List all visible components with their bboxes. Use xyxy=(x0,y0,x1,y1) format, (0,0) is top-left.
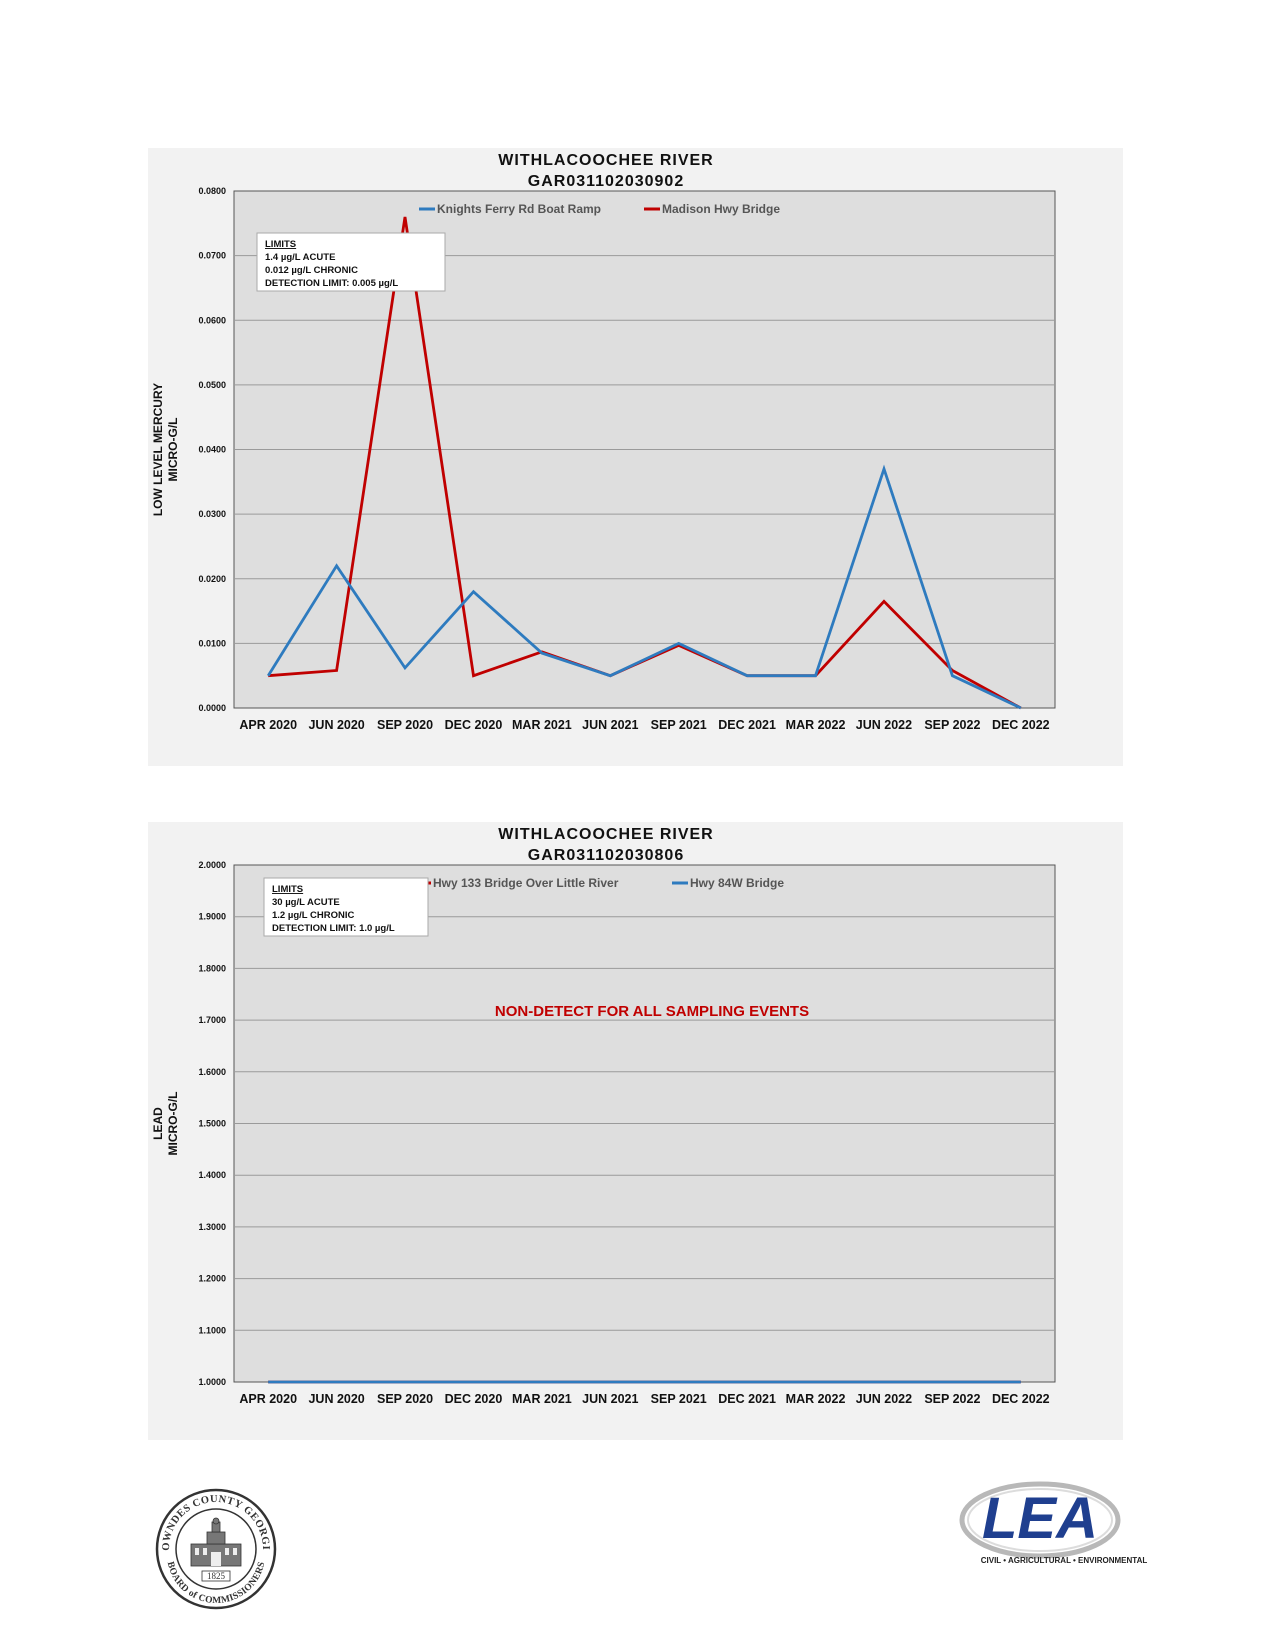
x-tick-label: SEP 2022 xyxy=(924,718,980,732)
limits-line: DETECTION LIMIT: 1.0 µg/L xyxy=(272,923,395,934)
y-axis-label: LEAD xyxy=(151,1107,165,1140)
series-line-1 xyxy=(267,464,1022,710)
x-tick-label: MAR 2022 xyxy=(786,1392,846,1406)
y-tick-label: 0.0000 xyxy=(198,703,226,713)
y-axis-unit-label: MICRO-G/L xyxy=(166,418,180,482)
y-tick-label: 0.0300 xyxy=(198,509,226,519)
legend-label: Madison Hwy Bridge xyxy=(662,202,780,216)
y-tick-label: 1.1000 xyxy=(198,1325,226,1335)
x-tick-label: MAR 2021 xyxy=(512,718,572,732)
x-tick-label: DEC 2020 xyxy=(445,1392,503,1406)
y-tick-label: 1.6000 xyxy=(198,1067,226,1077)
limits-line: 30 µg/L ACUTE xyxy=(272,897,340,908)
y-axis-unit-label: MICRO-G/L xyxy=(166,1092,180,1156)
x-tick-label: DEC 2022 xyxy=(992,718,1050,732)
chart-subtitle: GAR031102030902 xyxy=(528,173,684,190)
y-axis-label: LOW LEVEL MERCURY xyxy=(151,383,165,516)
lea-logo-icon: LEA CIVIL • AGRICULTURAL • ENVIRONMENTAL xyxy=(959,1481,1148,1565)
y-tick-label: 1.0000 xyxy=(198,1377,226,1387)
chart-title: WITHLACOOCHEE RIVER xyxy=(498,152,713,169)
limits-line: 0.012 µg/L CHRONIC xyxy=(265,265,358,276)
limits-box xyxy=(256,232,446,292)
y-tick-label: 0.0100 xyxy=(198,638,226,648)
x-tick-label: DEC 2020 xyxy=(445,718,503,732)
x-tick-label: SEP 2021 xyxy=(651,1392,707,1406)
x-tick-label: DEC 2021 xyxy=(718,718,776,732)
lead-chart-panel: 1.0000 1.1000 1.2000 1.3000 1.4000 1.5000 1.60… xyxy=(148,822,1123,1440)
y-tick-label: 1.5000 xyxy=(198,1119,226,1129)
x-tick-label: SEP 2020 xyxy=(377,718,433,732)
non-detect-annotation: NON-DETECT FOR ALL SAMPLING EVENTS xyxy=(495,1003,809,1020)
limits-heading: LIMITS xyxy=(272,884,303,895)
y-tick-label: 1.8000 xyxy=(198,963,226,973)
x-tick-label: APR 2020 xyxy=(239,718,297,732)
x-tick-label: JUN 2021 xyxy=(582,1392,638,1406)
chart-subtitle: GAR031102030806 xyxy=(528,847,684,864)
x-tick-label: DEC 2021 xyxy=(718,1392,776,1406)
x-tick-label: MAR 2021 xyxy=(512,1392,572,1406)
y-tick-label: 1.2000 xyxy=(198,1274,226,1284)
y-tick-label: 0.0600 xyxy=(198,315,226,325)
y-tick-label: 1.7000 xyxy=(198,1015,226,1025)
y-tick-label: 2.0000 xyxy=(198,860,226,870)
x-tick-label: DEC 2022 xyxy=(992,1392,1050,1406)
limits-heading: LIMITS xyxy=(265,239,296,250)
x-tick-label: JUN 2022 xyxy=(856,718,912,732)
y-tick-label: 1.4000 xyxy=(198,1170,226,1180)
x-tick-label: APR 2020 xyxy=(239,1392,297,1406)
mercury-chart-panel: 0.0000 0.0100 0.0200 0.0300 0.0400 0.0500 0.06… xyxy=(148,148,1123,766)
y-tick-label: 0.0400 xyxy=(198,445,226,455)
y-tick-label: 0.0800 xyxy=(198,186,226,196)
x-tick-label: MAR 2022 xyxy=(786,718,846,732)
x-tick-label: JUN 2021 xyxy=(582,718,638,732)
legend-label: Hwy 133 Bridge Over Little River xyxy=(433,876,619,890)
y-tick-label: 1.9000 xyxy=(198,912,226,922)
lead-chart: 1.0000 1.1000 1.2000 1.3000 1.4000 1.5000 1.60… xyxy=(151,826,1056,1406)
limits-line: 1.2 µg/L CHRONIC xyxy=(272,910,355,921)
x-tick-label: JUN 2020 xyxy=(308,1392,364,1406)
y-tick-label: 0.0700 xyxy=(198,251,226,261)
lowndes-county-seal-icon: LOWNDES COUNTY GEORGIA BOARD of COMMISSI… xyxy=(155,1488,277,1610)
x-tick-label: SEP 2022 xyxy=(924,1392,980,1406)
mercury-chart: 0.0000 0.0100 0.0200 0.0300 0.0400 0.0500 0.06… xyxy=(151,152,1056,732)
legend-label: Knights Ferry Rd Boat Ramp xyxy=(437,202,601,216)
limits-line: DETECTION LIMIT: 0.005 µg/L xyxy=(265,278,398,289)
lea-tagline: CIVIL • AGRICULTURAL • ENVIRONMENTAL xyxy=(981,1556,1148,1565)
x-tick-label: SEP 2020 xyxy=(377,1392,433,1406)
chart-title: WITHLACOOCHEE RIVER xyxy=(498,826,713,843)
x-tick-label: JUN 2020 xyxy=(308,718,364,732)
limits-line: 1.4 µg/L ACUTE xyxy=(265,252,335,263)
lea-letters: LEA xyxy=(982,1486,1098,1551)
legend-label: Hwy 84W Bridge xyxy=(690,876,784,890)
y-tick-label: 0.0200 xyxy=(198,574,226,584)
y-tick-label: 1.3000 xyxy=(198,1222,226,1232)
y-tick-label: 0.0500 xyxy=(198,380,226,390)
x-tick-label: SEP 2021 xyxy=(651,718,707,732)
x-tick-label: JUN 2022 xyxy=(856,1392,912,1406)
seal-year: 1825 xyxy=(207,1571,226,1581)
limits-box xyxy=(263,877,429,937)
